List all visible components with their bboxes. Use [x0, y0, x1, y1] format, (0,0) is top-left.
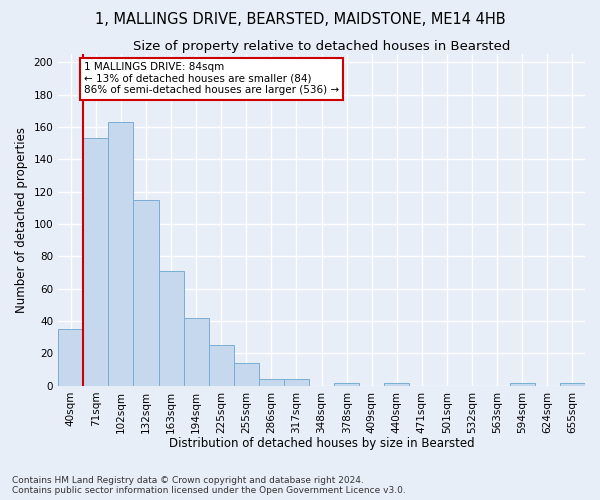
Bar	[158, 271, 184, 386]
Bar	[385, 382, 409, 386]
Y-axis label: Number of detached properties: Number of detached properties	[15, 127, 28, 313]
X-axis label: Distribution of detached houses by size in Bearsted: Distribution of detached houses by size …	[169, 437, 475, 450]
Bar	[284, 380, 309, 386]
Text: 1 MALLINGS DRIVE: 84sqm
← 13% of detached houses are smaller (84)
86% of semi-de: 1 MALLINGS DRIVE: 84sqm ← 13% of detache…	[84, 62, 339, 96]
Bar	[109, 122, 133, 386]
Bar	[133, 200, 158, 386]
Bar	[83, 138, 109, 386]
Text: 1, MALLINGS DRIVE, BEARSTED, MAIDSTONE, ME14 4HB: 1, MALLINGS DRIVE, BEARSTED, MAIDSTONE, …	[95, 12, 505, 28]
Bar	[184, 318, 209, 386]
Bar	[510, 382, 535, 386]
Bar	[58, 329, 83, 386]
Bar	[259, 380, 284, 386]
Bar	[234, 363, 259, 386]
Bar	[560, 382, 585, 386]
Bar	[209, 346, 234, 386]
Bar	[334, 382, 359, 386]
Text: Contains HM Land Registry data © Crown copyright and database right 2024.
Contai: Contains HM Land Registry data © Crown c…	[12, 476, 406, 495]
Title: Size of property relative to detached houses in Bearsted: Size of property relative to detached ho…	[133, 40, 510, 53]
